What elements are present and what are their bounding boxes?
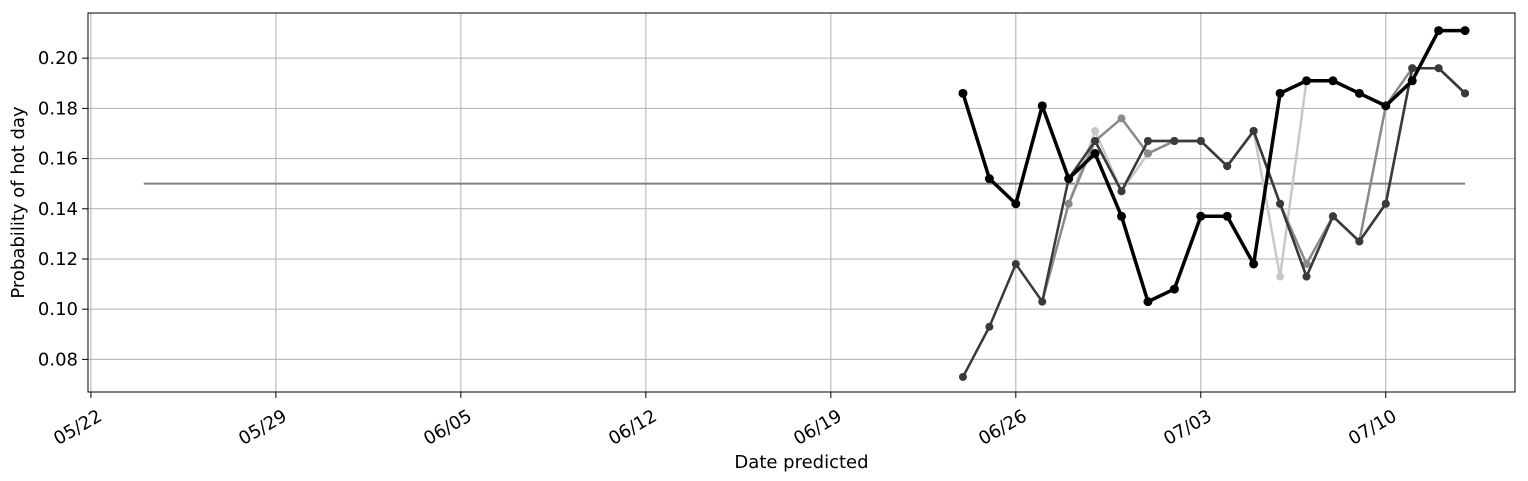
data-point (1196, 211, 1206, 221)
data-point (1381, 199, 1390, 208)
data-point (1143, 297, 1153, 307)
data-point (958, 372, 967, 381)
data-point (1302, 259, 1311, 268)
x-tick-label: 06/05 (420, 406, 475, 450)
data-point (1355, 237, 1364, 246)
data-point (1249, 259, 1259, 269)
y-tick-label: 0.20 (38, 48, 78, 69)
x-tick-label: 05/22 (50, 406, 105, 450)
data-point (1170, 137, 1179, 146)
x-tick-label: 06/26 (975, 406, 1030, 450)
data-point (1091, 137, 1100, 146)
data-point (1117, 114, 1126, 123)
data-point (1143, 137, 1152, 146)
y-tick-label: 0.16 (38, 149, 78, 170)
data-point (984, 174, 994, 184)
data-point (1038, 297, 1047, 306)
data-point (1249, 126, 1258, 135)
data-point (1222, 211, 1232, 221)
data-point (1223, 162, 1232, 171)
data-point (1091, 126, 1100, 135)
y-tick-label: 0.18 (38, 98, 78, 119)
data-point (1037, 101, 1047, 111)
data-point (1434, 26, 1444, 36)
y-tick-label: 0.14 (38, 199, 78, 220)
data-point (1276, 272, 1285, 281)
plot-frame (87, 12, 1516, 393)
data-point (985, 322, 994, 331)
data-point (1328, 76, 1338, 86)
data-point (1011, 199, 1021, 209)
data-point (1434, 64, 1443, 73)
y-tick-label: 0.10 (38, 299, 78, 320)
y-tick-label: 0.12 (38, 249, 78, 270)
data-point (1354, 88, 1364, 98)
data-point (1328, 212, 1337, 221)
series-layer (958, 26, 1470, 381)
series-line (961, 66, 1467, 379)
data-point (1196, 137, 1205, 146)
data-point (1407, 76, 1417, 86)
data-point (1064, 174, 1074, 184)
data-point (1011, 259, 1020, 268)
data-point (1064, 199, 1073, 208)
y-axis-label: Probability of hot day (8, 106, 29, 299)
data-point (1117, 187, 1126, 196)
x-tick-label: 06/12 (605, 406, 660, 450)
data-point (1276, 199, 1285, 208)
series-line (961, 28, 1467, 304)
data-point (1275, 88, 1285, 98)
y-tick-label: 0.08 (38, 349, 78, 370)
y-axis-ticks: 0.08 0.10 0.12 0.14 0.16 0.18 0.20 (38, 48, 88, 370)
x-tick-label: 07/10 (1345, 406, 1400, 450)
x-axis-ticks: 05/22 05/29 06/05 06/12 06/19 06/26 07/03 07/10 (50, 392, 1400, 450)
data-point (958, 88, 968, 98)
data-point (1302, 272, 1311, 281)
x-tick-label: 06/19 (790, 406, 845, 450)
data-point (1461, 89, 1470, 98)
data-point (1090, 149, 1100, 159)
grid-lines (88, 13, 1515, 392)
x-tick-label: 07/03 (1160, 406, 1215, 450)
data-point (1143, 149, 1152, 158)
data-point (1381, 101, 1391, 111)
data-point (1408, 64, 1417, 73)
x-axis-label: Date predicted (734, 452, 868, 473)
data-point (1117, 211, 1127, 221)
data-point (1301, 76, 1311, 86)
data-point (1460, 26, 1470, 36)
data-point (1169, 284, 1179, 294)
x-tick-label: 05/29 (235, 406, 290, 450)
